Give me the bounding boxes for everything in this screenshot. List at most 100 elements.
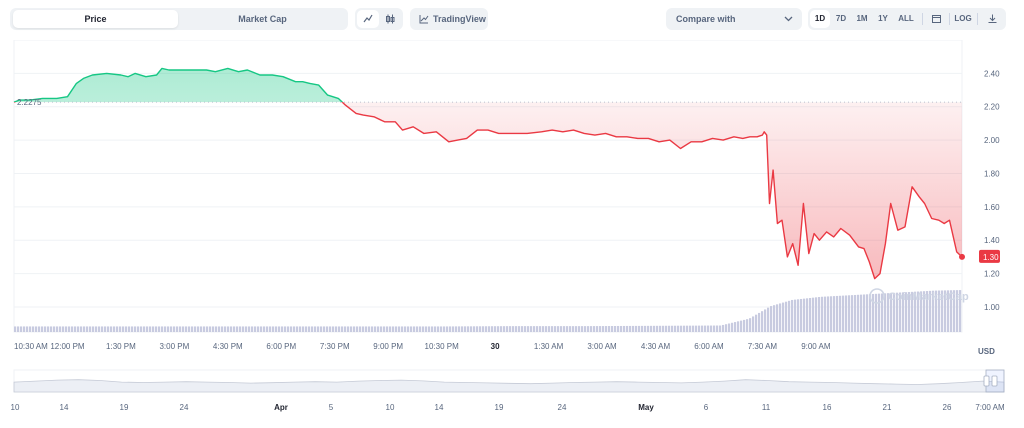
volume-bar [620,325,623,332]
volume-bar [581,326,584,332]
range-1m[interactable]: 1M [856,14,868,23]
volume-bar [677,325,680,332]
volume-bar [407,326,410,332]
volume-bar [743,319,746,332]
volume-bar [308,326,311,332]
range-7d[interactable]: 7D [835,14,847,23]
range-navigator[interactable]: 10 14 19 24 Apr 5 10 14 19 24 May 6 11 16 21 26 7:00 AM [0,364,1024,428]
navigator-label: 26 [943,403,952,412]
chart-toolbar: Price Market Cap TradingView Com [0,0,1024,38]
volume-bar [224,326,227,332]
volume-bar [257,326,260,332]
log-toggle[interactable]: LOG [954,14,972,23]
tab-price[interactable]: Price [13,10,178,28]
navigator-label: 10 [11,403,20,412]
navigator-label: Apr [274,403,288,412]
range-1y[interactable]: 1Y [878,14,888,23]
volume-bar [188,326,191,332]
volume-bar [776,304,779,332]
volume-bar [107,326,110,332]
volume-bar [935,290,938,332]
volume-bar [584,326,587,332]
range-1d[interactable]: 1D [810,10,830,28]
volume-bar [644,325,647,332]
volume-bar [905,292,908,332]
volume-bar [803,298,806,332]
volume-bar [89,326,92,332]
volume-bar [551,326,554,332]
range-all[interactable]: ALL [898,14,914,23]
volume-bar [536,326,539,332]
volume-bar [230,326,233,332]
navigator-label: 16 [823,403,832,412]
compare-select[interactable]: Compare with [666,8,802,30]
volume-bar [431,326,434,332]
download-icon[interactable] [982,10,1002,28]
volume-bar [320,326,323,332]
volume-bar [503,326,506,332]
volume-bar [236,326,239,332]
navigator-handle-right [991,375,998,387]
volume-bar [878,293,881,332]
volume-bar [53,326,56,332]
area-above-reference [14,68,343,103]
volume-bar [848,295,851,332]
volume-bar [23,326,26,332]
volume-bar [293,326,296,332]
volume-bar [509,326,512,332]
x-tick-label: 6:00 PM [266,342,296,351]
volume-bar [851,295,854,332]
volume-bar [266,326,269,332]
x-tick-label: 9:00 PM [373,342,403,351]
volume-bar [749,318,752,332]
tab-market-cap[interactable]: Market Cap [238,14,287,24]
calendar-icon[interactable] [926,10,946,28]
volume-bar [863,294,866,332]
line-chart-icon[interactable] [357,10,379,28]
volume-bar [464,326,467,332]
volume-bar [341,326,344,332]
volume-bar [194,326,197,332]
volume-bar [617,325,620,332]
volume-bar [725,324,728,332]
volume-bar [458,326,461,332]
volume-bar [212,326,215,332]
volume-bar [101,326,104,332]
volume-bar [728,323,731,332]
volume-bar [77,326,80,332]
x-tick-label: 4:30 PM [213,342,243,351]
volume-bar [347,326,350,332]
volume-bar [446,326,449,332]
volume-bar [809,297,812,332]
volume-bar [305,326,308,332]
volume-bar [830,296,833,332]
volume-bar [284,326,287,332]
y-tick-label: 1.40 [984,236,1000,245]
volume-bar [827,296,830,332]
navigator-label: 6 [704,403,709,412]
volume-bar [383,326,386,332]
candlestick-icon[interactable] [379,10,401,28]
volume-bar [173,326,176,332]
volume-bar [842,295,845,332]
navigator-label: 14 [435,403,444,412]
metric-toggle: Price Market Cap [10,8,348,30]
volume-bar [875,293,878,332]
volume-bar [563,326,566,332]
volume-bar [596,326,599,332]
volume-bar [497,326,500,332]
volume-bar [524,326,527,332]
volume-bar [113,326,116,332]
volume-bar [335,326,338,332]
volume-bar [323,326,326,332]
x-tick-label: 7:30 AM [748,342,778,351]
tradingview-button[interactable]: TradingView [410,8,488,30]
volume-bar [119,326,122,332]
volume-bar [593,326,596,332]
price-chart[interactable]: 1.00 1.20 1.40 1.60 1.80 2.00 2.20 2.40 CoinMark… [0,40,1024,362]
volume-bar [110,326,113,332]
volume-bar [923,291,926,332]
volume-bar [167,326,170,332]
volume-bar [932,290,935,332]
volume-bar [311,326,314,332]
